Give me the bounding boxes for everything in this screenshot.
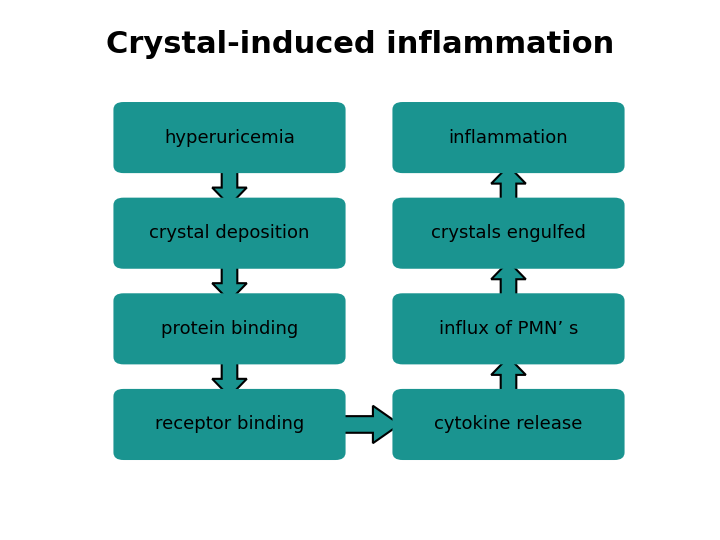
Polygon shape xyxy=(333,406,400,443)
FancyBboxPatch shape xyxy=(392,102,624,173)
Text: receptor binding: receptor binding xyxy=(155,415,304,434)
FancyBboxPatch shape xyxy=(392,293,624,364)
Polygon shape xyxy=(491,261,526,301)
Text: hyperuricemia: hyperuricemia xyxy=(164,129,295,146)
FancyBboxPatch shape xyxy=(392,389,624,460)
FancyBboxPatch shape xyxy=(392,198,624,269)
Polygon shape xyxy=(491,357,526,396)
FancyBboxPatch shape xyxy=(114,389,346,460)
Polygon shape xyxy=(212,261,247,301)
Text: Crystal-induced inflammation: Crystal-induced inflammation xyxy=(106,30,614,59)
Polygon shape xyxy=(212,166,247,205)
Text: influx of PMN’ s: influx of PMN’ s xyxy=(438,320,578,338)
Text: cytokine release: cytokine release xyxy=(434,415,582,434)
Text: inflammation: inflammation xyxy=(449,129,568,146)
FancyBboxPatch shape xyxy=(114,198,346,269)
Text: crystal deposition: crystal deposition xyxy=(149,224,310,242)
Polygon shape xyxy=(491,166,526,205)
Text: protein binding: protein binding xyxy=(161,320,298,338)
Text: crystals engulfed: crystals engulfed xyxy=(431,224,586,242)
FancyBboxPatch shape xyxy=(114,102,346,173)
Polygon shape xyxy=(212,357,247,396)
FancyBboxPatch shape xyxy=(114,293,346,364)
